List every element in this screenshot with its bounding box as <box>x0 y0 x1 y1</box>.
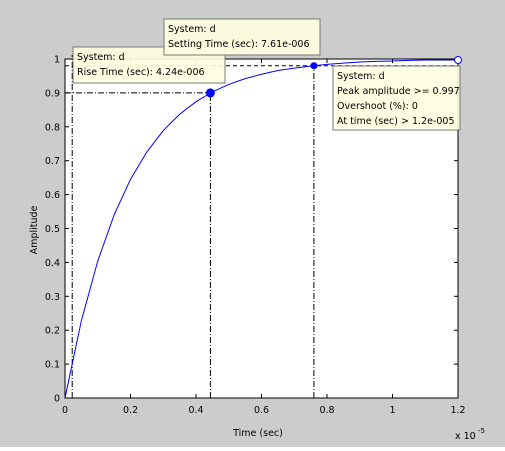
x-tick-label: 0.8 <box>319 405 334 416</box>
datatip-text: System: d <box>168 24 216 35</box>
y-tick-label: 0.3 <box>45 292 60 303</box>
y-tick-label: 0.8 <box>45 122 60 133</box>
y-tick-label: 0.9 <box>45 88 60 99</box>
rise-marker <box>205 88 215 98</box>
y-tick-label: 0.5 <box>45 224 60 235</box>
x-tick-label: 0 <box>62 405 68 416</box>
settling-marker <box>310 62 318 70</box>
x-tick-label: 1 <box>389 405 395 416</box>
datatip-box <box>332 65 461 131</box>
y-tick-label: 0.4 <box>45 258 60 269</box>
datatip-text: Overshoot (%): 0 <box>337 101 418 112</box>
x-tick-label: 1.2 <box>450 405 465 416</box>
response-line <box>64 59 458 399</box>
datatip-text: System: d <box>77 52 125 63</box>
x-tick-label: 0.4 <box>188 405 203 416</box>
datatip-text: Rise Time (sec): 4.24e-006 <box>77 67 205 78</box>
peak-marker <box>454 56 462 65</box>
x-tick-label: 0.6 <box>254 405 269 416</box>
y-tick-label: 0.7 <box>45 156 60 167</box>
y-axis-label: Amplitude <box>29 206 40 255</box>
x-axis-label: Time (sec) <box>232 428 283 439</box>
y-tick-label: 0.1 <box>45 360 60 371</box>
datatip-text: At time (sec) > 1.2e-005 <box>337 116 455 127</box>
datatip-box <box>163 18 321 56</box>
y-tick-label: 0.6 <box>45 190 60 201</box>
x-scale-label: x 10 <box>455 431 476 442</box>
x-tick-label: 0.2 <box>123 405 138 416</box>
datatip-text: Peak amplitude >= 0.997 <box>337 86 460 97</box>
y-tick-label: 1 <box>54 55 60 66</box>
datatip-text: Setting Time (sec): 7.61e-006 <box>168 39 310 50</box>
y-tick-label: 0.2 <box>45 326 60 337</box>
x-scale-exponent: -5 <box>478 427 485 435</box>
datatip-text: System: d <box>337 71 385 82</box>
y-tick-label: 0 <box>54 394 60 405</box>
